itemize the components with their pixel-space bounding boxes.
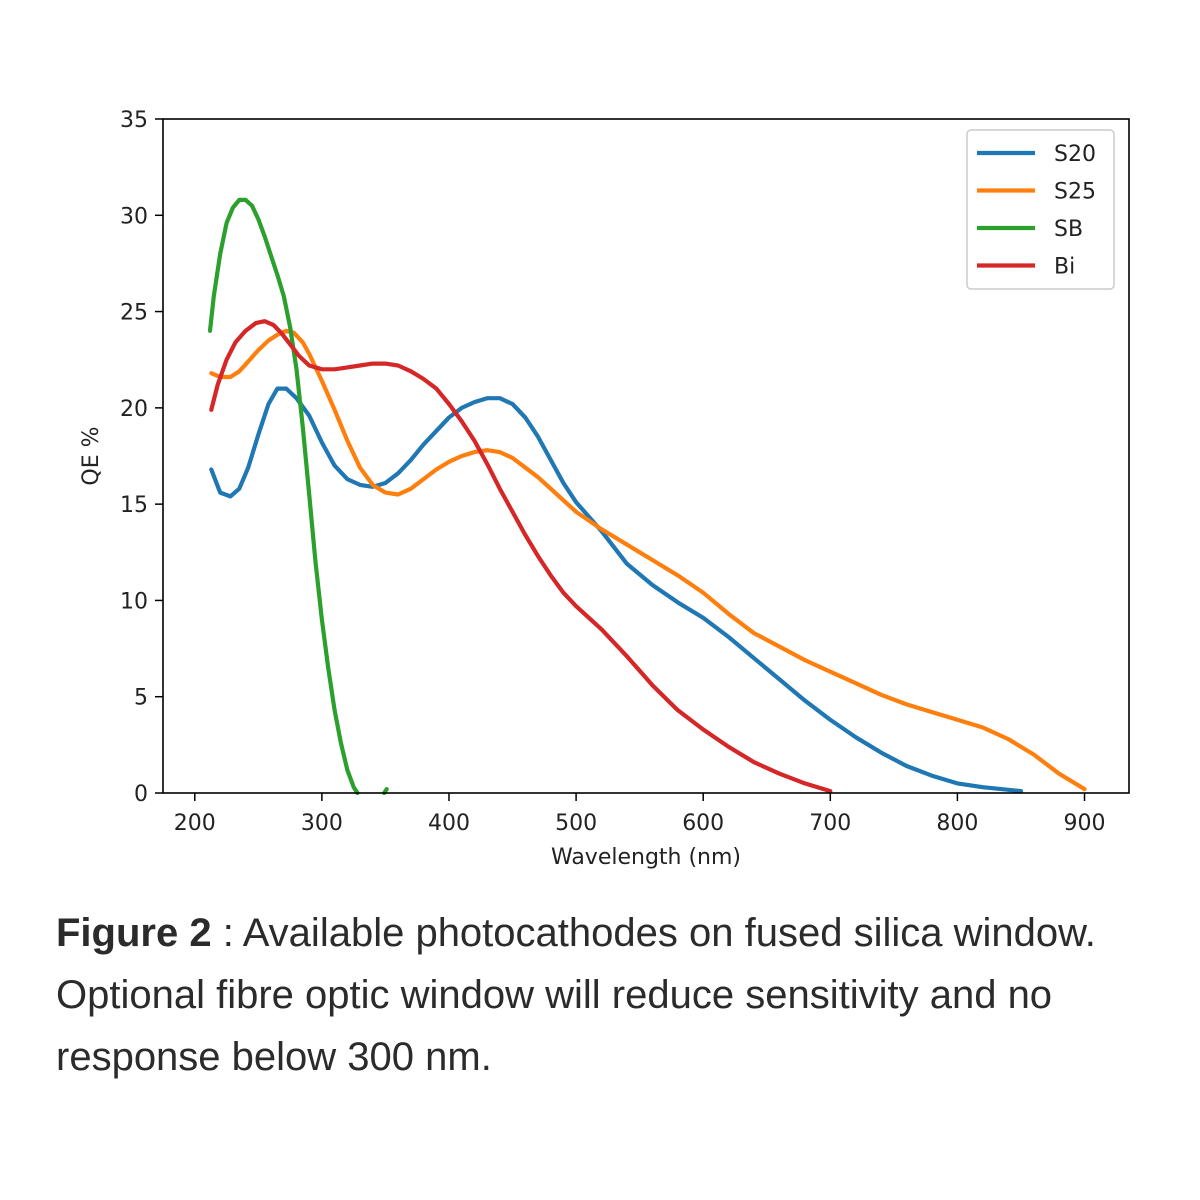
x-tick-label: 700 <box>809 811 851 836</box>
figure-caption-label: Figure 2 <box>56 911 212 955</box>
y-tick-label: 30 <box>120 204 148 229</box>
plot-frame <box>162 118 1130 794</box>
series-line-bi <box>209 319 833 794</box>
qe-chart: 200 300 400 500 600 700 800 900 05101520253035 … <box>79 108 1130 870</box>
legend-label-s20: S20 <box>1054 142 1096 167</box>
x-tick-label: 400 <box>428 811 470 836</box>
y-axis-ticks: 0 5 10 15 20 25 30 35 <box>120 108 163 807</box>
y-tick-label: 10 <box>120 589 148 614</box>
y-tick-label: 0 <box>134 782 148 807</box>
x-tick-label: 500 <box>555 811 597 836</box>
legend: S20 S25 SB Bi <box>966 129 1115 290</box>
figure-caption-text: : Available photocathodes on fused silic… <box>56 911 1096 1079</box>
figure-caption: Figure 2 : Available photocathodes on fu… <box>56 902 1156 1088</box>
series-line-s20 <box>209 386 1024 794</box>
x-tick-label: 800 <box>936 811 978 836</box>
series-line-s25 <box>209 328 1087 792</box>
x-axis-ticks: 200 300 400 500 600 700 800 900 <box>174 793 1106 836</box>
x-tick-label: 300 <box>301 811 343 836</box>
legend-label-bi: Bi <box>1054 255 1075 280</box>
y-tick-label: 35 <box>120 108 148 133</box>
x-tick-label: 200 <box>174 811 216 836</box>
x-tick-label: 900 <box>1064 811 1106 836</box>
legend-label-s25: S25 <box>1054 180 1096 205</box>
plot-lines <box>207 197 1087 796</box>
legend-label-sb: SB <box>1054 217 1083 242</box>
y-tick-label: 20 <box>120 397 148 422</box>
series-line-sb <box>207 197 360 796</box>
y-tick-label: 25 <box>120 301 148 326</box>
y-tick-label: 5 <box>134 686 148 711</box>
x-axis-label: Wavelength (nm) <box>551 845 741 870</box>
x-tick-label: 600 <box>682 811 724 836</box>
y-tick-label: 15 <box>120 493 148 518</box>
y-axis-label: QE % <box>79 426 104 485</box>
legend-box <box>966 129 1115 290</box>
